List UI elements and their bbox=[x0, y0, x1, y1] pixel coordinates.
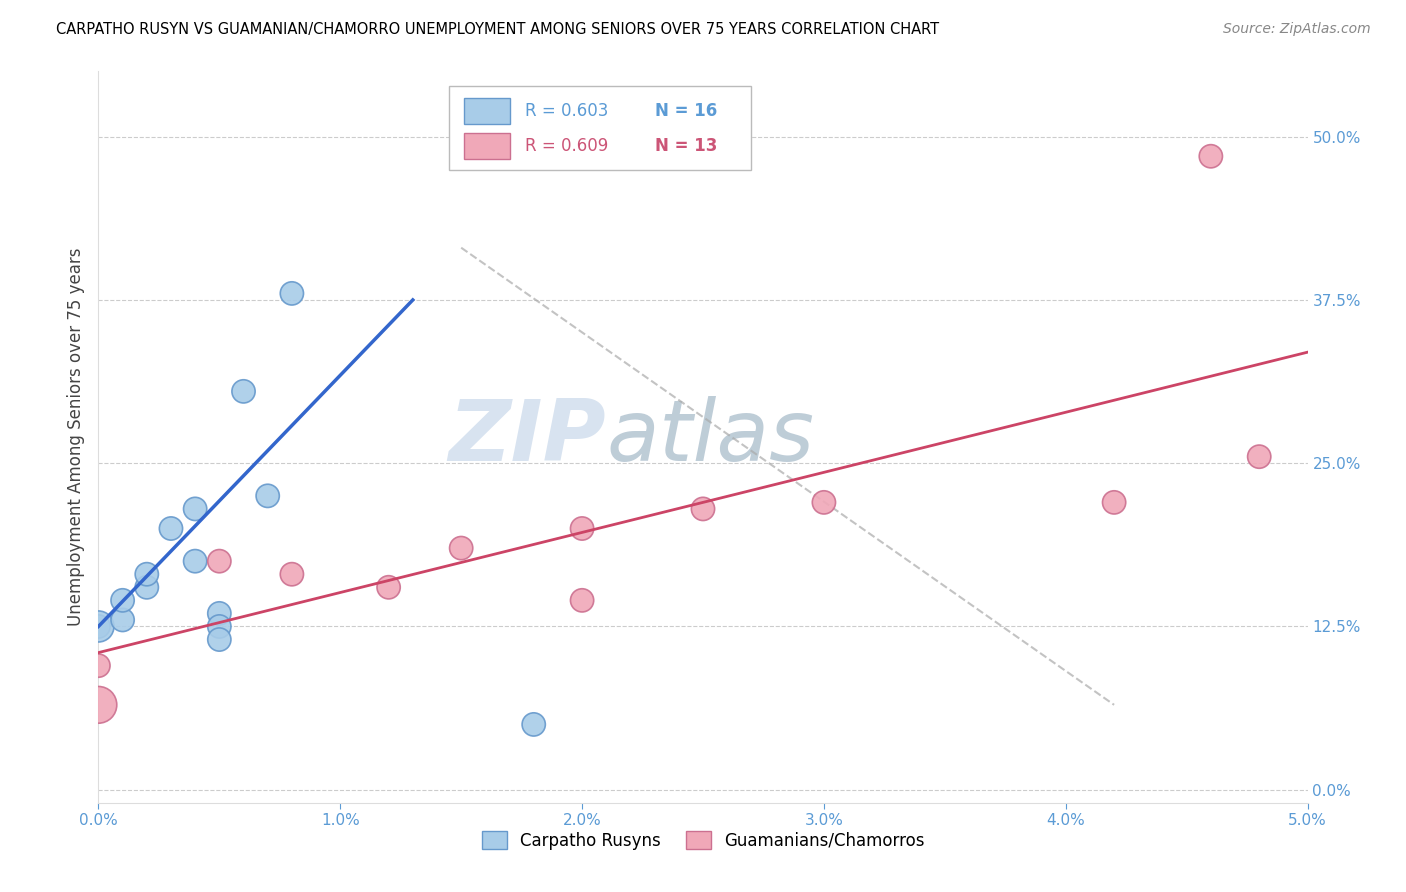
Legend: Carpatho Rusyns, Guamanians/Chamorros: Carpatho Rusyns, Guamanians/Chamorros bbox=[475, 824, 931, 856]
Point bbox=[87, 698, 110, 712]
FancyBboxPatch shape bbox=[464, 133, 509, 159]
Point bbox=[813, 495, 835, 509]
Point bbox=[523, 717, 546, 731]
Text: R = 0.609: R = 0.609 bbox=[526, 137, 609, 155]
Point bbox=[208, 619, 231, 633]
Text: CARPATHO RUSYN VS GUAMANIAN/CHAMORRO UNEMPLOYMENT AMONG SENIORS OVER 75 YEARS CO: CARPATHO RUSYN VS GUAMANIAN/CHAMORRO UNE… bbox=[56, 22, 939, 37]
Text: ZIP: ZIP bbox=[449, 395, 606, 479]
Text: R = 0.603: R = 0.603 bbox=[526, 102, 609, 120]
Point bbox=[135, 567, 157, 582]
Point bbox=[1102, 495, 1125, 509]
Point bbox=[111, 613, 134, 627]
Point bbox=[256, 489, 278, 503]
Point bbox=[208, 607, 231, 621]
Point bbox=[692, 502, 714, 516]
Point bbox=[87, 619, 110, 633]
Text: Source: ZipAtlas.com: Source: ZipAtlas.com bbox=[1223, 22, 1371, 37]
Point bbox=[87, 619, 110, 633]
FancyBboxPatch shape bbox=[449, 86, 751, 170]
Point bbox=[281, 567, 304, 582]
Point bbox=[135, 580, 157, 594]
Point bbox=[281, 286, 304, 301]
Point bbox=[232, 384, 254, 399]
Point bbox=[377, 580, 399, 594]
FancyBboxPatch shape bbox=[464, 98, 509, 124]
Text: atlas: atlas bbox=[606, 395, 814, 479]
Y-axis label: Unemployment Among Seniors over 75 years: Unemployment Among Seniors over 75 years bbox=[66, 248, 84, 626]
Point bbox=[208, 632, 231, 647]
Point bbox=[1249, 450, 1271, 464]
Point bbox=[450, 541, 472, 555]
Point bbox=[160, 521, 183, 535]
Point bbox=[571, 593, 593, 607]
Point bbox=[184, 554, 207, 568]
Point bbox=[571, 521, 593, 535]
Point bbox=[87, 658, 110, 673]
Point bbox=[111, 593, 134, 607]
Point bbox=[208, 554, 231, 568]
Point bbox=[1199, 149, 1222, 163]
Text: N = 13: N = 13 bbox=[655, 137, 717, 155]
Text: N = 16: N = 16 bbox=[655, 102, 717, 120]
Point bbox=[184, 502, 207, 516]
